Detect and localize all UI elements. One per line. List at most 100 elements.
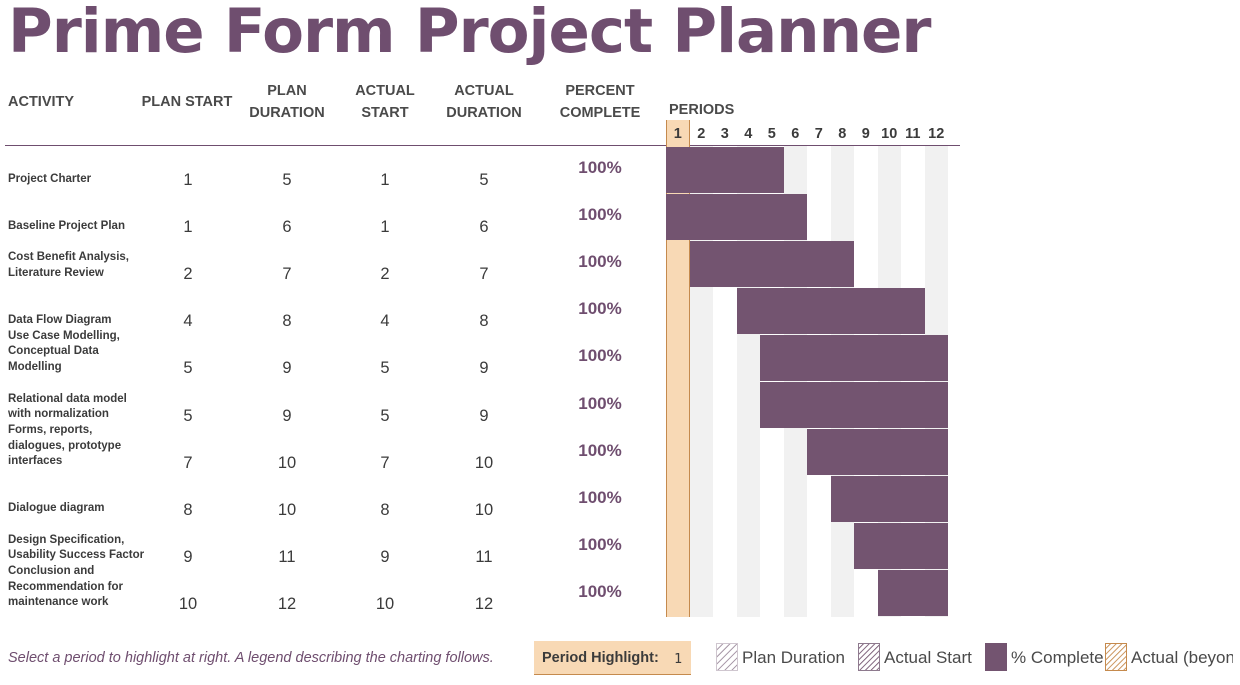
gantt-bar [877, 570, 948, 617]
actual-duration-cell: 7 [479, 265, 489, 284]
percent-complete-cell: 100% [578, 205, 622, 225]
period-number[interactable]: 11 [905, 126, 921, 142]
plan-start-cell: 2 [183, 265, 193, 284]
gantt-bar [666, 193, 807, 240]
period-number[interactable]: 12 [928, 126, 945, 142]
percent-complete-cell: 100% [578, 440, 622, 460]
period-highlight-box: Period Highlight: 1 [534, 641, 691, 675]
period-number[interactable]: 2 [697, 126, 706, 142]
actual-duration-cell: 10 [474, 500, 494, 519]
plan-duration-cell: 9 [282, 406, 292, 425]
plan-start-cell: 9 [183, 547, 193, 566]
activity-name: Baseline Project Plan [8, 219, 125, 232]
table-row: Conclusion and Recommendation for maintena… [0, 565, 660, 617]
activity-name: Conclusion and Recommendation for maintena… [8, 565, 124, 609]
plan-start-cell: 1 [183, 218, 193, 237]
percent-complete-cell: 100% [578, 346, 622, 366]
plan-duration-cell: 5 [282, 171, 292, 189]
period-number[interactable]: 5 [767, 126, 776, 142]
plan-duration-cell: 10 [277, 500, 297, 519]
actual-duration-cell: 9 [479, 406, 489, 425]
plan-duration-cell: 12 [277, 594, 297, 613]
period-number[interactable]: 3 [720, 126, 729, 142]
table-row: Baseline Project Plan 1 6 1 6 100% [0, 193, 660, 240]
actual-duration-cell: 6 [479, 218, 489, 237]
activity-name: Cost Benefit Analysis, Literature Review [8, 251, 129, 279]
table-row: Cost Benefit Analysis, Literature Review 2… [0, 240, 660, 287]
header-actual-duration: ACTUAL DURATION [446, 83, 522, 121]
table-row: Design Specification, Usability Success F… [0, 523, 660, 570]
table-row: Dialogue diagram 8 10 8 10 100% [0, 476, 660, 523]
plan-start-cell: 1 [183, 171, 193, 189]
gantt-bar [666, 146, 784, 193]
header-periods: PERIODS [669, 102, 735, 118]
plan-duration-cell: 11 [278, 547, 296, 566]
header-percent-complete: PERCENT COMPLETE [559, 83, 641, 121]
footer-note: Select a period to highlight at right. A… [8, 650, 494, 666]
activity-name: Data Flow Diagram [8, 313, 112, 326]
actual-start-cell: 2 [380, 265, 390, 284]
period-number[interactable]: 6 [791, 126, 800, 142]
header-plan-duration: PLAN DURATION [249, 83, 325, 121]
percent-complete-swatch-icon [985, 643, 1007, 671]
gantt-bar [689, 240, 854, 287]
actual-duration-cell: 11 [475, 547, 493, 566]
period-highlight-input[interactable]: 1 [674, 651, 683, 667]
header-actual-start: ACTUAL START [355, 83, 415, 121]
legend-actual-start: Actual Start [858, 641, 983, 675]
actual-beyond-swatch-icon [1105, 643, 1127, 671]
period-number[interactable]: 4 [744, 126, 753, 142]
plan-start-cell: 5 [183, 359, 193, 378]
plan-duration-cell: 8 [282, 312, 292, 331]
plan-start-cell: 8 [183, 500, 193, 519]
gantt-bar [854, 523, 948, 570]
gantt-bar [807, 429, 948, 476]
actual-start-cell: 10 [375, 594, 395, 613]
actual-duration-cell: 8 [479, 312, 489, 331]
period-number[interactable]: 7 [814, 126, 823, 142]
activity-name: Dialogue diagram [8, 502, 105, 515]
actual-start-cell: 7 [380, 453, 390, 472]
actual-start-cell: 5 [380, 406, 390, 425]
legend-actual-beyond-plan: Actual (beyond plan) [1105, 641, 1233, 675]
actual-start-cell: 9 [380, 547, 390, 566]
actual-start-cell: 1 [380, 218, 390, 237]
actual-start-cell: 1 [380, 171, 390, 189]
percent-complete-cell: 100% [578, 534, 622, 554]
legend-percent-complete: % Complete [985, 641, 1103, 675]
table-row: Data Flow Diagram 4 8 4 8 100% [0, 287, 660, 334]
period-number[interactable]: 8 [838, 126, 847, 142]
header-plan-start: PLAN START [141, 94, 233, 110]
percent-complete-cell: 100% [578, 158, 622, 177]
percent-complete-cell: 100% [578, 581, 622, 601]
activity-name: Design Specification, Usability Success F… [8, 533, 145, 562]
percent-complete-cell: 100% [578, 487, 622, 507]
gantt-bar [760, 334, 948, 381]
plan-start-cell: 5 [183, 406, 193, 425]
actual-start-cell: 8 [380, 500, 390, 519]
plan-start-cell: 10 [178, 594, 198, 613]
gantt-bar [736, 287, 925, 334]
table-row: Relational data model with normalization 5… [0, 382, 660, 429]
period-number[interactable]: 9 [861, 126, 870, 142]
period-highlight-label: Period Highlight: [542, 650, 659, 666]
activity-name: Project Charter [8, 172, 92, 185]
period-number[interactable]: 1 [673, 126, 682, 142]
actual-duration-cell: 5 [479, 171, 489, 189]
table-row: Project Charter 1 5 1 5 100% [0, 146, 660, 193]
percent-complete-cell: 100% [578, 393, 622, 413]
period-number[interactable]: 10 [881, 126, 898, 142]
actual-duration-cell: 12 [474, 594, 494, 613]
actual-start-cell: 4 [380, 312, 390, 331]
gantt-bar [760, 382, 948, 428]
plan-duration-cell: 7 [282, 265, 292, 284]
activity-name: Forms, reports, dialogues, prototype inter… [8, 424, 122, 468]
actual-duration-cell: 9 [479, 359, 489, 378]
percent-complete-cell: 100% [578, 252, 622, 272]
table-row: Forms, reports, dialogues, prototype inter… [0, 424, 660, 476]
actual-start-cell: 5 [380, 359, 390, 378]
actual-duration-cell: 10 [474, 453, 494, 472]
page-title: Prime Form Project Planner [8, 0, 931, 67]
legend-plan-duration: Plan Duration [716, 641, 856, 675]
activity-name: Relational data model with normalization [8, 392, 127, 421]
